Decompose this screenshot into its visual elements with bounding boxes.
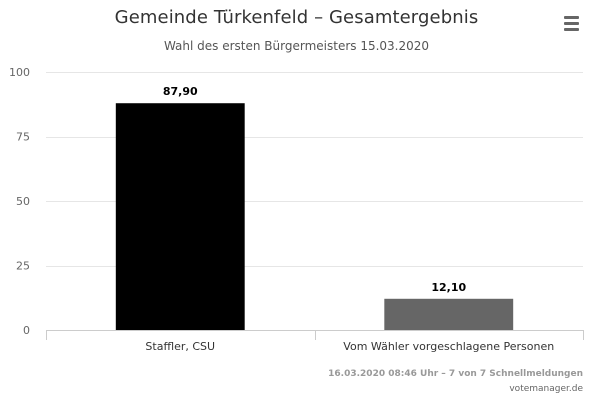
x-tick-label: Staffler, CSU	[145, 340, 215, 353]
bar	[384, 298, 514, 330]
footer-credit: 16.03.2020 08:46 Uhr – 7 von 7 Schnellme…	[328, 369, 583, 379]
x-axis-labels: Staffler, CSU Vom Wähler vorgeschlagene P…	[145, 340, 554, 353]
y-tick-label: 50	[16, 195, 30, 208]
bars	[115, 103, 514, 330]
bar	[115, 103, 245, 330]
x-axis	[46, 330, 584, 340]
y-tick-label: 0	[23, 324, 30, 337]
footer-brand-link[interactable]: votemanager.de	[509, 384, 583, 394]
x-tick-label: Vom Wähler vorgeschlagene Personen	[343, 340, 554, 353]
y-tick-label: 25	[16, 260, 30, 273]
chart-title: Gemeinde Türkenfeld – Gesamtergebnis	[114, 7, 479, 28]
hamburger-menu-icon[interactable]	[559, 12, 583, 34]
menu-line	[564, 28, 579, 31]
menu-line	[564, 16, 579, 19]
chart-subtitle: Wahl des ersten Bürgermeisters 15.03.202…	[163, 39, 430, 53]
data-labels: 87,90 12,10	[163, 85, 467, 294]
y-tick-label: 75	[16, 131, 30, 144]
menu-line	[564, 22, 579, 25]
data-label: 87,90	[163, 85, 198, 98]
data-label: 12,10	[431, 281, 466, 294]
y-tick-label: 100	[9, 66, 30, 79]
y-axis-labels: 0 25 50 75 100	[9, 66, 30, 337]
